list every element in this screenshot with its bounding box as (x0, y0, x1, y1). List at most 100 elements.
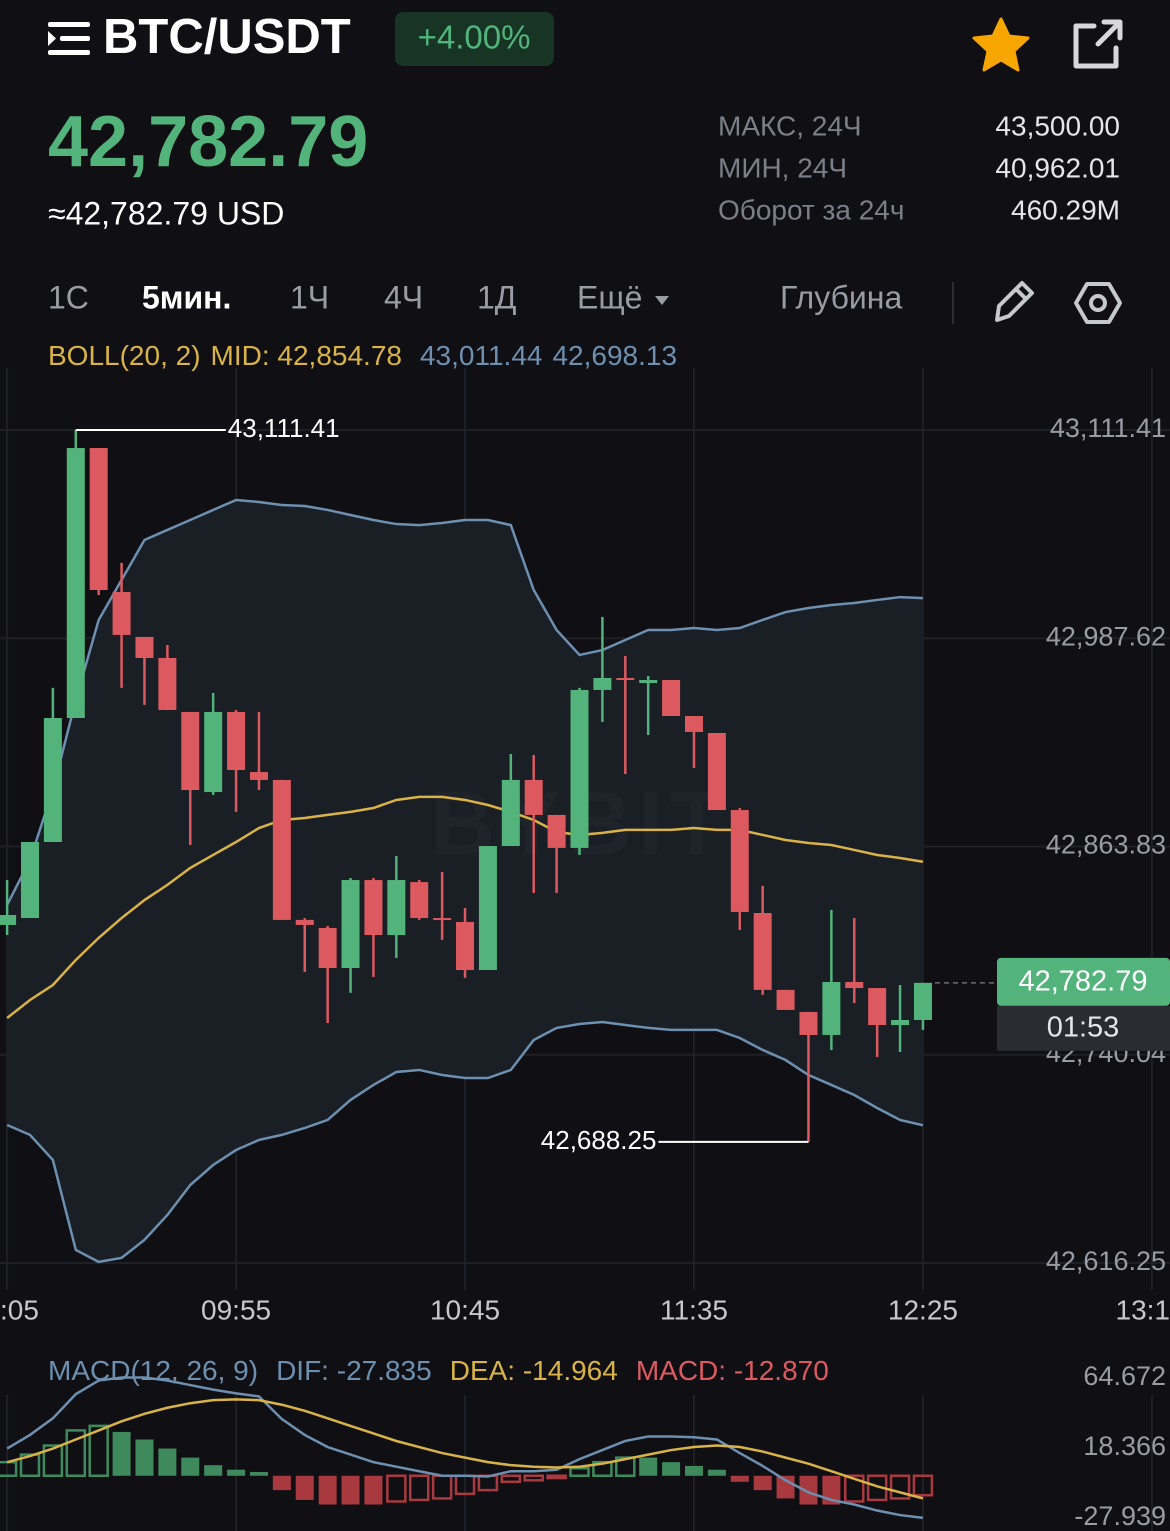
macd-bar (730, 1475, 749, 1482)
macd-bar (799, 1475, 818, 1505)
boll-title: BOLL(20, 2) (48, 340, 201, 371)
candle-body (456, 921, 475, 971)
candle-body (616, 677, 635, 681)
countdown: 01:53 (1047, 1011, 1120, 1043)
candle-body (799, 1011, 818, 1035)
candle-body (181, 711, 200, 791)
price-usd: ≈42,782.79 USD (48, 195, 284, 231)
candle-body (341, 880, 360, 969)
boll-mid: MID: 42,854.78 (211, 340, 402, 371)
charts: :0509:5510:4511:3512:2513:1BYBIT43,111.4… (0, 368, 1170, 1531)
boll-lower: 42,698.13 (552, 340, 677, 371)
timeframe[interactable]: 1Ч (290, 279, 329, 315)
macd-bar (844, 1474, 865, 1503)
candle-body (0, 915, 17, 925)
y-tick-label: 42,987.62 (1046, 621, 1166, 651)
bollinger-lower (6, 1020, 924, 1264)
candle-body (20, 842, 39, 919)
bollinger-upper (5, 498, 924, 906)
dif-line (6, 1376, 924, 1520)
timeframe[interactable]: 1С (48, 279, 89, 315)
candle-body (707, 732, 726, 811)
x-tick-label: :05 (0, 1294, 39, 1325)
macd-bar (135, 1439, 154, 1476)
settings-icon[interactable] (1074, 282, 1122, 324)
boll-upper: 43,011.44 (420, 340, 543, 371)
candle-body (776, 989, 795, 1010)
candle-body (913, 982, 932, 1020)
stat-label: МАКС, 24Ч (718, 110, 862, 141)
macd-bar (889, 1474, 911, 1500)
candle-body (43, 718, 62, 843)
draw-tool-icon[interactable] (995, 281, 1034, 322)
dea-line (6, 1398, 924, 1500)
candle-body (387, 880, 406, 936)
candle-body (158, 657, 177, 710)
timeframe[interactable]: 5мин. (142, 279, 231, 315)
menu-icon[interactable] (48, 22, 90, 55)
x-tick-label: 13:1 (1116, 1294, 1170, 1325)
candle-body (410, 882, 429, 919)
stat-value: 43,500.00 (995, 110, 1120, 141)
dea-label: DEA: -14.964 (450, 1355, 618, 1386)
last-price-box (997, 957, 1170, 1006)
macd-bar (408, 1474, 430, 1502)
countdown-box (997, 1005, 1170, 1051)
timeframe[interactable]: 1Д (477, 279, 517, 315)
candle-body (501, 779, 520, 847)
macd-title: MACD(12, 26, 9) (48, 1355, 258, 1386)
annotation-label: 43,111.41 (228, 413, 340, 443)
last-price: 42,782.79 (48, 102, 368, 182)
candle-body (318, 927, 337, 969)
timeframe[interactable]: Ещё (577, 279, 642, 315)
candle-body (845, 981, 864, 989)
annotation-label: 42,688.25 (541, 1125, 657, 1155)
depth-tab[interactable]: Глубина (780, 279, 902, 315)
x-tick-label: 09:55 (201, 1294, 271, 1325)
share-icon[interactable] (1073, 19, 1123, 69)
macd-bar (546, 1474, 567, 1480)
macd-bar (272, 1475, 291, 1491)
candle-body (249, 772, 268, 780)
symbol[interactable]: BTC/USDT (103, 10, 351, 64)
change-badge (395, 12, 554, 66)
macd-bar (364, 1475, 383, 1505)
dropdown-arrow (655, 296, 669, 305)
timeframe[interactable]: 4Ч (384, 279, 423, 315)
macd-bar (684, 1465, 703, 1476)
macd-bar (569, 1466, 590, 1478)
macd-bar (42, 1444, 64, 1478)
candle-body (593, 677, 612, 690)
candle-body (570, 689, 589, 848)
candle-body (639, 680, 658, 684)
macd-label: MACD: -12.870 (636, 1355, 829, 1386)
candle-body (295, 919, 314, 925)
candle-body (66, 448, 85, 719)
change: +4.00% (418, 19, 531, 56)
candle-body (684, 716, 703, 732)
macd-bar (181, 1457, 200, 1476)
stat-value: 460.29M (1011, 194, 1120, 225)
favorite-icon[interactable] (972, 17, 1030, 72)
macd-bar (386, 1474, 407, 1503)
candle-body (364, 880, 383, 936)
y-tick-label: 42,863.83 (1046, 830, 1166, 860)
stat-value: 40,962.01 (995, 152, 1120, 183)
candle-body (822, 981, 841, 1035)
macd-bar (227, 1469, 246, 1476)
candle-body (227, 711, 246, 771)
candle-body (662, 680, 681, 717)
macd-bar (204, 1465, 223, 1476)
macd-bar (662, 1462, 681, 1476)
macd-bar (341, 1475, 360, 1505)
y-tick-label: 42,616.25 (1046, 1246, 1166, 1276)
macd-bar (158, 1448, 177, 1476)
candle-body (433, 918, 452, 921)
macd-bar (500, 1474, 522, 1484)
candle-body (478, 846, 497, 971)
candle-body (547, 814, 566, 848)
candle-body (272, 779, 291, 920)
stat-label: Оборот за 24ч (718, 194, 904, 225)
macd-bar (615, 1456, 636, 1478)
